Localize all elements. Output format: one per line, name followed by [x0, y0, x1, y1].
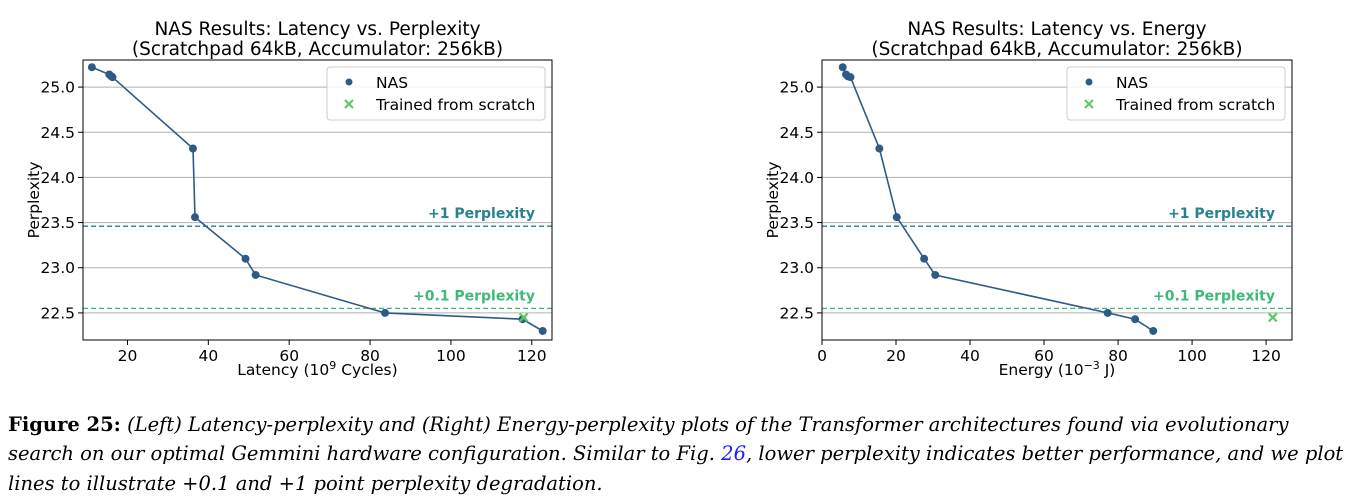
y-tick-label: 23.5	[779, 214, 814, 232]
legend-scratch-label: Trained from scratch	[1115, 96, 1275, 114]
x-axis-label: Energy (10−3 J)	[999, 359, 1116, 379]
trained-from-scratch-point	[1269, 313, 1277, 321]
chart-energy-perplexity: NAS Results: Latency vs. Energy(Scratchp…	[683, 0, 1366, 385]
nas-data-point	[242, 255, 250, 263]
x-tick-label: 40	[198, 347, 218, 365]
legend: NAS Trained from scratch	[327, 67, 545, 120]
nas-data-point	[539, 327, 547, 335]
y-axis-label: Perplexity	[764, 162, 782, 239]
x-tick-label: 100	[1177, 347, 1207, 365]
caption-label: Figure 25:	[8, 413, 121, 436]
nas-data-point	[931, 271, 939, 279]
x-tick-label: 40	[960, 347, 980, 365]
legend-nas-marker	[1086, 79, 1093, 86]
nas-data-point	[846, 73, 854, 81]
x-tick-label: 120	[517, 347, 547, 365]
nas-data-point	[1104, 309, 1112, 317]
nas-data-point	[920, 255, 928, 263]
nas-data-point	[88, 63, 96, 71]
nas-data-point	[839, 63, 847, 71]
nas-data-point	[893, 213, 901, 221]
y-tick-label: 23.0	[40, 259, 75, 277]
nas-data-point	[1131, 315, 1139, 323]
caption-figure-reference-link[interactable]: 26	[721, 442, 746, 465]
y-tick-label: 23.5	[40, 214, 75, 232]
x-tick-label: 20	[886, 347, 906, 365]
legend-nas-label: NAS	[1116, 74, 1148, 92]
x-tick-label: 100	[436, 347, 466, 365]
x-tick-label: 20	[118, 347, 138, 365]
legend-nas-label: NAS	[376, 74, 408, 92]
nas-data-point	[191, 213, 199, 221]
y-tick-label: 24.5	[779, 124, 814, 142]
y-tick-label: 22.5	[779, 304, 814, 322]
x-axis-label: Latency (109 Cycles)	[237, 359, 397, 379]
chart-latency-perplexity: NAS Results: Latency vs. Perplexity(Scra…	[0, 0, 683, 385]
y-tick-label: 25.0	[779, 79, 814, 97]
reference-line-label: +0.1 Perplexity	[1153, 288, 1275, 304]
y-tick-label: 25.0	[40, 79, 75, 97]
x-tick-label: 120	[1251, 347, 1281, 365]
reference-line-label: +1 Perplexity	[1168, 206, 1275, 222]
y-axis-label: Perplexity	[25, 162, 43, 239]
legend: NAS Trained from scratch	[1067, 67, 1285, 120]
nas-data-point	[109, 73, 117, 81]
chart-title-line-1: NAS Results: Latency vs. Perplexity	[154, 19, 480, 40]
nas-data-point	[381, 309, 389, 317]
nas-data-point	[1149, 327, 1157, 335]
nas-data-point	[875, 145, 883, 153]
y-tick-label: 23.0	[779, 259, 814, 277]
reference-line-label: +0.1 Perplexity	[413, 288, 535, 304]
figure-caption: Figure 25: (Left) Latency-perplexity and…	[8, 410, 1360, 498]
legend-scratch-label: Trained from scratch	[375, 96, 535, 114]
nas-data-point	[252, 271, 260, 279]
y-tick-label: 24.0	[779, 169, 814, 187]
reference-line-label: +1 Perplexity	[428, 206, 535, 222]
x-tick-label: 0	[817, 347, 827, 365]
chart-title-line-1: NAS Results: Latency vs. Energy	[907, 19, 1206, 40]
legend-nas-marker	[346, 79, 353, 86]
chart-title-line-2: (Scratchpad 64kB, Accumulator: 256kB)	[132, 39, 503, 60]
chart-title-line-2: (Scratchpad 64kB, Accumulator: 256kB)	[871, 39, 1242, 60]
nas-data-point	[189, 145, 197, 153]
y-tick-label: 24.0	[40, 169, 75, 187]
y-tick-label: 24.5	[40, 124, 75, 142]
y-tick-label: 22.5	[40, 304, 75, 322]
